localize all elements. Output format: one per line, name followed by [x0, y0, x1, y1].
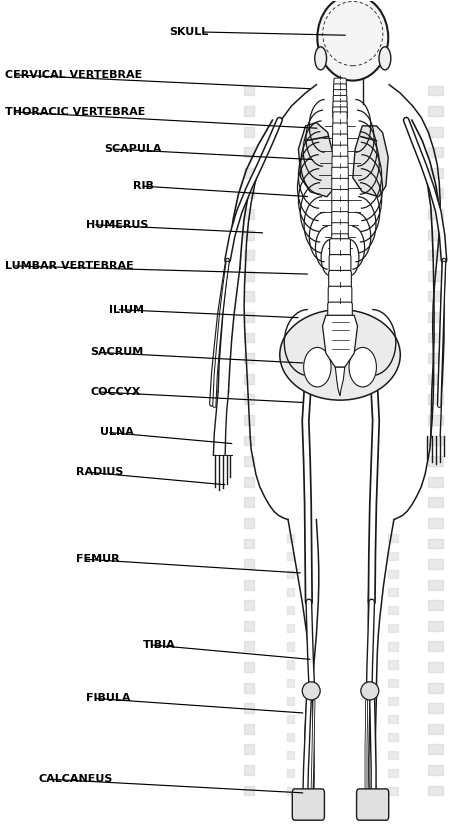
Text: ILIUM: ILIUM: [109, 304, 145, 314]
FancyBboxPatch shape: [332, 200, 348, 214]
FancyBboxPatch shape: [333, 90, 346, 101]
Text: HUMERUS: HUMERUS: [86, 219, 148, 229]
Ellipse shape: [379, 47, 391, 70]
Polygon shape: [353, 126, 388, 196]
Text: LUMBAR VERTEBRAE: LUMBAR VERTEBRAE: [5, 261, 134, 271]
Text: CERVICAL VERTEBRAE: CERVICAL VERTEBRAE: [5, 70, 143, 80]
FancyBboxPatch shape: [332, 212, 348, 224]
Text: CALCANEUS: CALCANEUS: [38, 774, 113, 784]
Polygon shape: [322, 315, 357, 367]
Text: COCCYX: COCCYX: [91, 387, 141, 397]
Text: RIB: RIB: [133, 181, 154, 191]
FancyBboxPatch shape: [328, 302, 352, 319]
FancyBboxPatch shape: [332, 190, 348, 203]
FancyBboxPatch shape: [328, 286, 352, 304]
Ellipse shape: [315, 47, 327, 70]
FancyBboxPatch shape: [329, 255, 351, 272]
Text: SACRUM: SACRUM: [91, 347, 144, 357]
Polygon shape: [335, 367, 345, 396]
FancyBboxPatch shape: [332, 156, 348, 169]
Text: TIBIA: TIBIA: [143, 639, 175, 650]
Text: SKULL: SKULL: [169, 27, 209, 37]
FancyBboxPatch shape: [332, 233, 348, 247]
Ellipse shape: [280, 309, 400, 400]
FancyBboxPatch shape: [328, 271, 351, 288]
Text: FEMUR: FEMUR: [76, 554, 120, 564]
Ellipse shape: [318, 0, 388, 81]
FancyBboxPatch shape: [356, 789, 389, 820]
Ellipse shape: [304, 347, 331, 387]
FancyBboxPatch shape: [334, 84, 346, 96]
Text: FIBULA: FIBULA: [86, 693, 130, 703]
FancyBboxPatch shape: [334, 78, 346, 90]
Text: ULNA: ULNA: [100, 427, 134, 437]
Text: SCAPULA: SCAPULA: [105, 144, 162, 154]
FancyBboxPatch shape: [333, 96, 347, 107]
Ellipse shape: [361, 681, 379, 700]
Ellipse shape: [302, 681, 320, 700]
Polygon shape: [299, 123, 336, 196]
Text: THORACIC VERTEBRAE: THORACIC VERTEBRAE: [5, 107, 146, 117]
FancyBboxPatch shape: [332, 167, 348, 181]
FancyBboxPatch shape: [329, 238, 350, 256]
FancyBboxPatch shape: [292, 789, 324, 820]
FancyBboxPatch shape: [333, 101, 347, 113]
Ellipse shape: [349, 347, 376, 387]
FancyBboxPatch shape: [332, 145, 348, 158]
FancyBboxPatch shape: [333, 123, 347, 136]
FancyBboxPatch shape: [332, 178, 348, 191]
FancyBboxPatch shape: [332, 134, 347, 147]
FancyBboxPatch shape: [333, 107, 347, 119]
FancyBboxPatch shape: [332, 223, 348, 236]
FancyBboxPatch shape: [333, 112, 347, 125]
Text: RADIUS: RADIUS: [76, 467, 124, 477]
